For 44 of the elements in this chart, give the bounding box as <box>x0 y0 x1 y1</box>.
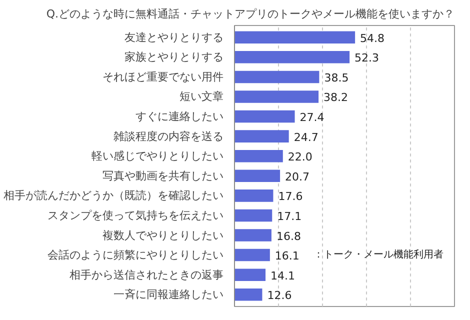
data-label: 24.7 <box>294 130 318 144</box>
annotation: ：トーク・メール機能利用者 <box>314 248 444 261</box>
bar <box>234 209 272 222</box>
y-tick-label: スタンプを使って気持ちを伝えたい <box>48 208 224 222</box>
bar <box>234 150 283 162</box>
y-tick-label: 短い文章 <box>180 90 224 104</box>
bar <box>234 110 295 123</box>
data-label: 17.6 <box>278 190 303 204</box>
y-tick-label: 複数人でやりとりしたい <box>102 228 224 242</box>
y-tick-label: それほど重要でない用件 <box>102 70 224 84</box>
data-label: 12.6 <box>267 289 292 302</box>
bar <box>234 190 274 202</box>
y-tick-label: 写真や動画を共有したい <box>102 169 224 182</box>
data-label: 52.3 <box>354 52 380 65</box>
data-label: 16.1 <box>274 250 300 263</box>
data-label: 20.7 <box>285 170 310 184</box>
data-label: 38.5 <box>324 71 349 84</box>
bar <box>234 51 350 64</box>
bar <box>234 130 289 142</box>
bar <box>234 288 262 301</box>
y-tick-label: 友達とやりとりする <box>124 30 224 44</box>
data-label: 38.2 <box>324 91 348 104</box>
y-tick-label: 雑談程度の内容を送る <box>114 130 224 143</box>
data-label: 27.4 <box>300 111 324 124</box>
y-tick-label: 相手から送信されたときの返事 <box>70 268 224 282</box>
data-label: 17.1 <box>277 210 302 223</box>
bar <box>234 229 272 242</box>
y-tick-label: 家族とやりとりする <box>124 50 224 64</box>
bar <box>234 31 356 44</box>
y-tick-label: 相手が読んだかどうか（既読）を確認したい <box>4 189 224 202</box>
data-label: 16.8 <box>276 230 301 243</box>
bar <box>234 90 319 103</box>
chart-title: Q.どのような時に無料通話・チャットアプリのトークやメール機能を使いますか？ <box>46 8 454 20</box>
y-tick-label: 会話のように頻繁にやりとりしたい <box>48 248 224 262</box>
y-tick-label: 軽い感じでやりとりしたい <box>92 150 224 163</box>
bar <box>234 170 280 182</box>
bar <box>234 70 320 84</box>
bar <box>234 248 270 262</box>
data-label: 14.1 <box>270 269 296 282</box>
y-tick-label: 一斉に同報連絡したい <box>114 288 224 302</box>
data-label: 54.8 <box>360 32 385 45</box>
y-tick-label: すぐに連絡したい <box>136 110 224 124</box>
data-label: 22.0 <box>288 150 312 164</box>
bar <box>234 268 266 281</box>
